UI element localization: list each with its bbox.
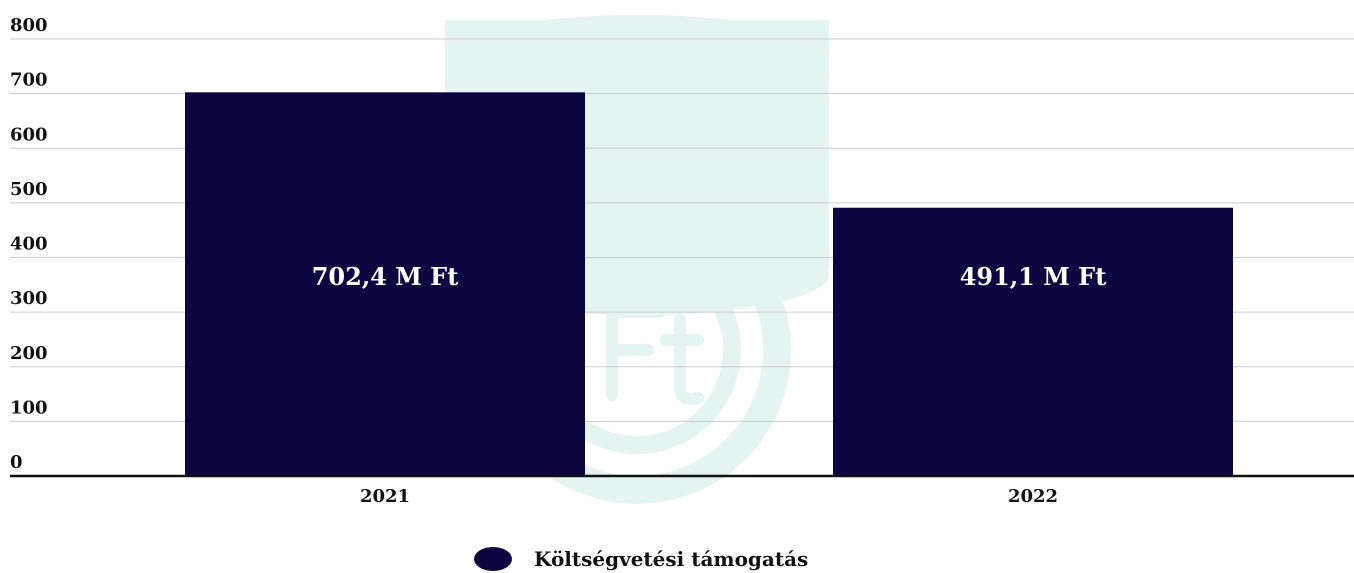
y-tick-label: 0 bbox=[10, 452, 23, 473]
data-label: 491,1 M Ft bbox=[960, 262, 1107, 291]
y-tick-label: 600 bbox=[10, 124, 48, 145]
watermark-ft-glyph bbox=[606, 306, 704, 405]
y-tick-label: 500 bbox=[10, 179, 48, 200]
legend: Költségvetési támogatás bbox=[474, 545, 808, 573]
y-tick-label: 800 bbox=[10, 15, 48, 36]
x-axis-ticks: 2021 2022 bbox=[360, 486, 1058, 507]
x-tick-label: 2022 bbox=[1008, 486, 1058, 507]
bars: 702,4 M Ft 491,1 M Ft bbox=[185, 92, 1233, 477]
y-tick-label: 200 bbox=[10, 343, 48, 364]
data-label: 702,4 M Ft bbox=[312, 262, 459, 291]
y-tick-label: 700 bbox=[10, 70, 48, 91]
bar bbox=[833, 207, 1233, 476]
y-tick-label: 300 bbox=[10, 288, 48, 309]
y-tick-label: 400 bbox=[10, 234, 48, 255]
legend-swatch bbox=[474, 547, 512, 571]
y-axis-ticks: 0 100 200 300 400 500 600 700 800 bbox=[10, 15, 48, 473]
x-tick-label: 2021 bbox=[360, 486, 410, 507]
y-tick-label: 100 bbox=[10, 397, 48, 418]
bar bbox=[185, 92, 585, 477]
legend-label: Költségvetési támogatás bbox=[534, 547, 809, 571]
